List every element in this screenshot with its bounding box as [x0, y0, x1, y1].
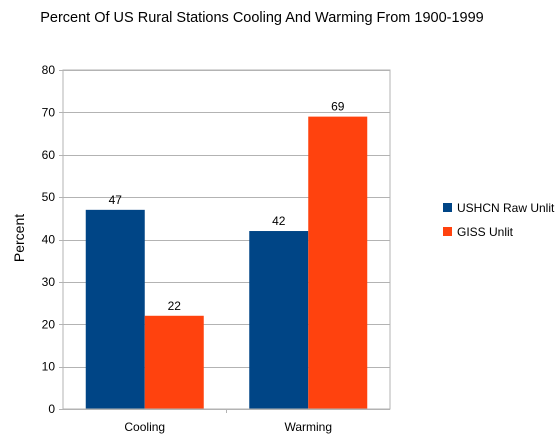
y-tick-label: 20 — [42, 317, 56, 331]
bars: 47 22 42 69 — [85, 100, 368, 410]
plot-area-border — [62, 69, 391, 410]
legend-swatch — [443, 227, 452, 236]
y-tick-label: 0 — [48, 402, 55, 416]
data-label: 47 — [109, 193, 123, 207]
x-axis-ticks: Cooling Warming — [124, 409, 332, 434]
data-label: 22 — [168, 299, 182, 313]
y-tick-label: 60 — [42, 148, 56, 162]
legend-label: GISS Unlit — [457, 225, 514, 239]
data-label: 69 — [331, 100, 345, 114]
bar-giss-unlit-warming — [308, 116, 368, 410]
y-axis-ticks: 0 10 20 30 40 50 60 70 80 — [42, 63, 63, 416]
y-tick-label: 10 — [42, 360, 56, 374]
y-tick-label: 80 — [42, 63, 56, 77]
x-tick-label: Warming — [284, 420, 332, 434]
y-tick-label: 70 — [42, 105, 56, 119]
y-tick-label: 30 — [42, 275, 56, 289]
y-axis-label: Percent — [11, 214, 27, 262]
data-label: 42 — [272, 214, 286, 228]
bar-ushcn-raw-unlit-warming — [249, 231, 309, 409]
chart-title: Percent Of US Rural Stations Cooling And… — [40, 10, 484, 26]
legend-swatch — [443, 203, 452, 212]
x-tick-label: Cooling — [124, 420, 165, 434]
legend: USHCN Raw Unlit GISS Unlit — [443, 201, 555, 239]
y-tick-label: 40 — [42, 233, 56, 247]
legend-label: USHCN Raw Unlit — [457, 201, 555, 215]
bar-ushcn-raw-unlit-cooling — [85, 209, 145, 409]
bar-giss-unlit-cooling — [144, 315, 204, 409]
y-tick-label: 50 — [42, 190, 56, 204]
